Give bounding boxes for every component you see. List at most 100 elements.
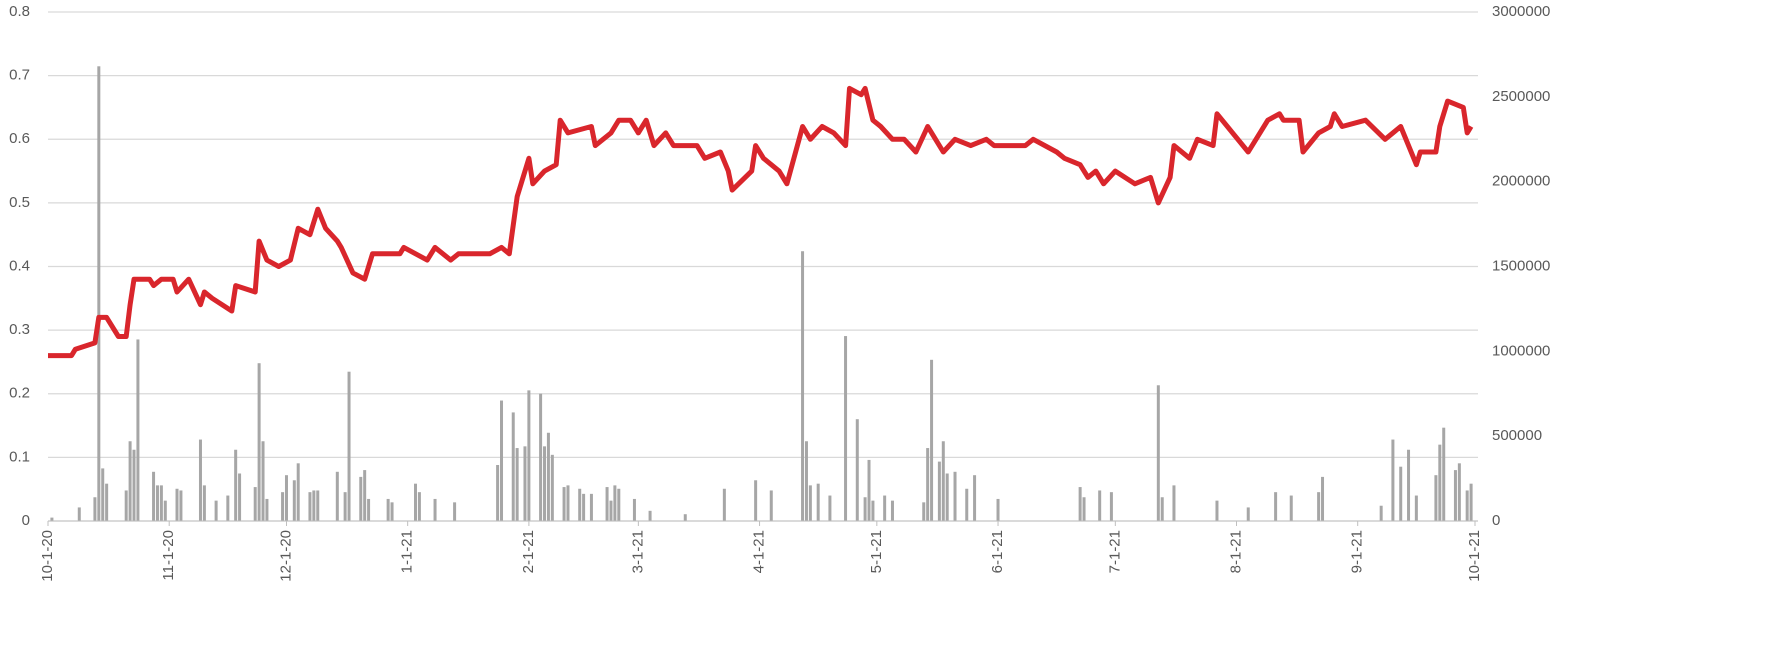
bar bbox=[1442, 427, 1446, 521]
y-tick-label: 0 bbox=[22, 512, 30, 529]
y-tick-label: 0.7 bbox=[9, 67, 30, 84]
bar bbox=[265, 498, 269, 521]
bar bbox=[386, 498, 390, 521]
bar bbox=[543, 446, 547, 521]
bar bbox=[1391, 439, 1395, 521]
bar bbox=[566, 485, 570, 521]
bar bbox=[281, 492, 285, 521]
y-tick-label: 0.4 bbox=[9, 257, 30, 274]
bar bbox=[1109, 492, 1113, 521]
bar bbox=[867, 459, 871, 521]
bar bbox=[683, 514, 687, 521]
bar bbox=[578, 488, 582, 521]
y2-tick-label: 0 bbox=[1492, 512, 1500, 529]
bar bbox=[953, 471, 957, 521]
bar bbox=[202, 485, 206, 521]
bar bbox=[284, 475, 288, 521]
bar bbox=[308, 492, 312, 521]
bar bbox=[159, 485, 163, 521]
bar bbox=[1414, 495, 1418, 521]
y-tick-label: 0.6 bbox=[9, 130, 30, 147]
bar bbox=[523, 446, 527, 521]
x-tick-label: 8-1-21 bbox=[1227, 530, 1244, 573]
bar bbox=[883, 495, 887, 521]
y-tick-label: 0.8 bbox=[9, 3, 30, 20]
x-tick-label: 6-1-21 bbox=[989, 530, 1006, 573]
y2-tick-label: 1000000 bbox=[1492, 342, 1550, 359]
bar bbox=[1434, 475, 1438, 521]
y-tick-label: 0.2 bbox=[9, 385, 30, 402]
bar bbox=[863, 497, 867, 521]
bar bbox=[238, 473, 242, 521]
bar bbox=[1082, 497, 1086, 521]
y2-tick-label: 3000000 bbox=[1492, 3, 1550, 20]
x-tick-label: 10-1-20 bbox=[39, 530, 56, 582]
bar bbox=[922, 502, 926, 521]
bar bbox=[605, 487, 609, 521]
bar bbox=[816, 483, 820, 521]
bar bbox=[257, 363, 261, 521]
bar bbox=[132, 449, 136, 521]
x-tick-label: 9-1-21 bbox=[1349, 530, 1366, 573]
y-tick-label: 0.1 bbox=[9, 448, 30, 465]
bar bbox=[1407, 449, 1411, 521]
x-tick-label: 12-1-20 bbox=[277, 530, 294, 582]
bar bbox=[527, 390, 531, 521]
bar bbox=[722, 488, 726, 521]
bar bbox=[930, 359, 934, 521]
bar bbox=[515, 448, 519, 521]
bar bbox=[128, 441, 132, 521]
bar bbox=[1160, 497, 1164, 521]
bar bbox=[105, 483, 109, 521]
y2-tick-label: 2500000 bbox=[1492, 88, 1550, 105]
bar bbox=[617, 488, 621, 521]
bar bbox=[296, 463, 300, 521]
bar bbox=[496, 465, 500, 521]
bar bbox=[124, 490, 128, 521]
bar bbox=[253, 487, 257, 521]
bar bbox=[1469, 483, 1473, 521]
bar bbox=[582, 493, 586, 521]
bar bbox=[433, 498, 437, 521]
bar bbox=[754, 480, 758, 521]
bar bbox=[198, 439, 202, 521]
bar bbox=[1379, 505, 1383, 521]
bar bbox=[965, 488, 969, 521]
x-tick-label: 5-1-21 bbox=[868, 530, 885, 573]
bar bbox=[1098, 490, 1102, 521]
bar bbox=[1274, 492, 1278, 521]
bar bbox=[347, 371, 351, 521]
bar bbox=[1078, 487, 1082, 521]
bar bbox=[417, 492, 421, 521]
bar bbox=[945, 473, 949, 521]
y2-tick-label: 500000 bbox=[1492, 427, 1542, 444]
x-tick-label: 4-1-21 bbox=[751, 530, 768, 573]
bar bbox=[632, 498, 636, 521]
x-tick-label: 10-1-21 bbox=[1466, 530, 1483, 582]
bar bbox=[163, 500, 167, 521]
bar bbox=[801, 251, 805, 522]
bar bbox=[1438, 444, 1442, 521]
x-tick-label: 1-1-21 bbox=[399, 530, 416, 573]
bar bbox=[937, 461, 941, 521]
bar bbox=[808, 485, 812, 521]
bar bbox=[855, 419, 859, 521]
bar bbox=[1321, 476, 1325, 521]
bar bbox=[941, 441, 945, 521]
bar bbox=[844, 336, 848, 521]
bar bbox=[1399, 466, 1403, 521]
x-tick-label: 2-1-21 bbox=[520, 530, 537, 573]
bar bbox=[175, 488, 179, 521]
bar bbox=[890, 500, 894, 521]
bar bbox=[539, 393, 543, 521]
bar bbox=[1246, 507, 1250, 521]
bar bbox=[93, 497, 97, 521]
bar bbox=[155, 485, 159, 521]
bar bbox=[589, 493, 593, 521]
bar bbox=[1289, 495, 1293, 521]
bar bbox=[1156, 385, 1160, 521]
bar bbox=[871, 500, 875, 521]
bar bbox=[828, 495, 832, 521]
bar bbox=[1457, 463, 1461, 521]
